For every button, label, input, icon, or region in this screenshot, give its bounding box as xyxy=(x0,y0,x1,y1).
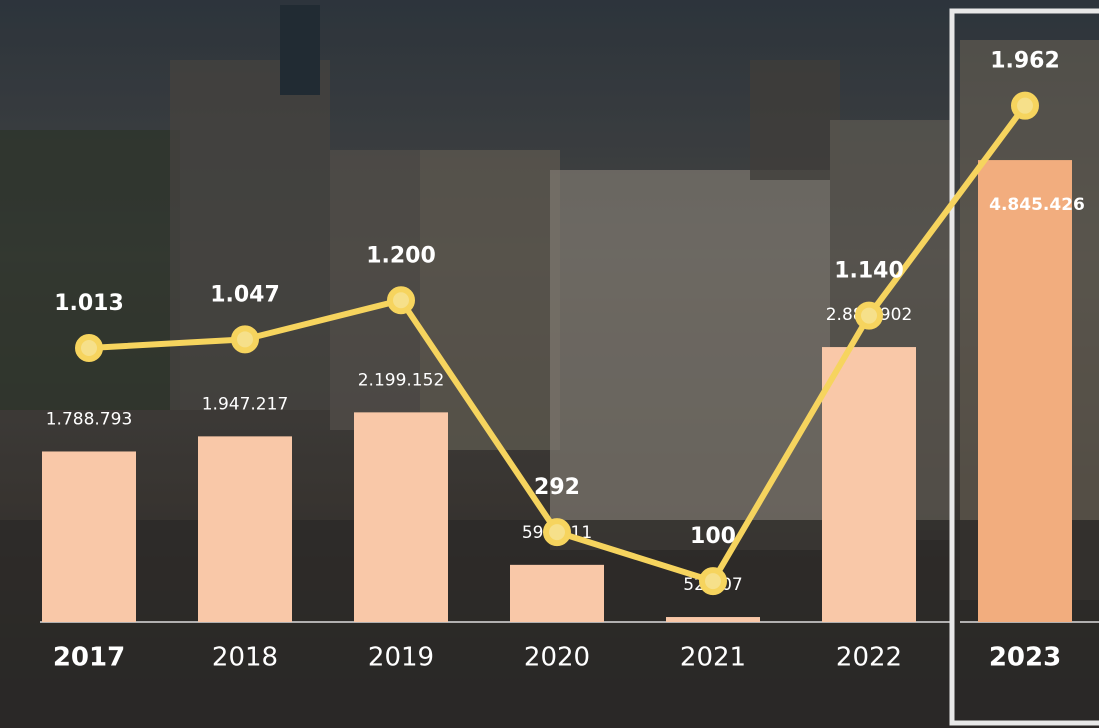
x-tick-label: 2021 xyxy=(680,643,746,673)
x-tick-label: 2023 xyxy=(989,643,1061,673)
bar xyxy=(354,412,448,622)
line-value-label: 100 xyxy=(690,524,736,549)
line-point xyxy=(75,334,103,363)
bar xyxy=(510,564,604,622)
line-point xyxy=(543,518,571,547)
x-tick-label: 2019 xyxy=(368,643,434,673)
line-value-label: 1.140 xyxy=(834,259,904,284)
line-point xyxy=(231,325,259,354)
line-value-label: 1.047 xyxy=(210,282,280,307)
bar-value-label: 2.199.152 xyxy=(358,370,445,390)
line-point xyxy=(387,286,415,315)
bar xyxy=(666,617,760,622)
line-point xyxy=(699,567,727,596)
bar xyxy=(198,436,292,622)
x-tick-label: 2020 xyxy=(524,643,590,673)
x-tick-label: 2018 xyxy=(212,643,278,673)
bar-value-label: 1.947.217 xyxy=(202,394,289,414)
x-tick-label: 2022 xyxy=(836,643,902,673)
highlight-frame xyxy=(949,8,1099,726)
bar xyxy=(42,451,136,622)
line-value-label: 1.200 xyxy=(366,243,436,268)
bar xyxy=(978,160,1072,622)
bar-value-label: 4.845.426 xyxy=(989,195,1085,215)
line-point xyxy=(855,301,883,330)
bar xyxy=(822,347,916,622)
line-point xyxy=(1011,91,1039,120)
line-value-label: 1.013 xyxy=(54,291,124,316)
line-value-label: 1.962 xyxy=(990,49,1060,74)
bar-value-label: 1.788.793 xyxy=(46,409,133,429)
line-value-label: 292 xyxy=(534,475,580,500)
x-tick-label: 2017 xyxy=(53,643,125,673)
